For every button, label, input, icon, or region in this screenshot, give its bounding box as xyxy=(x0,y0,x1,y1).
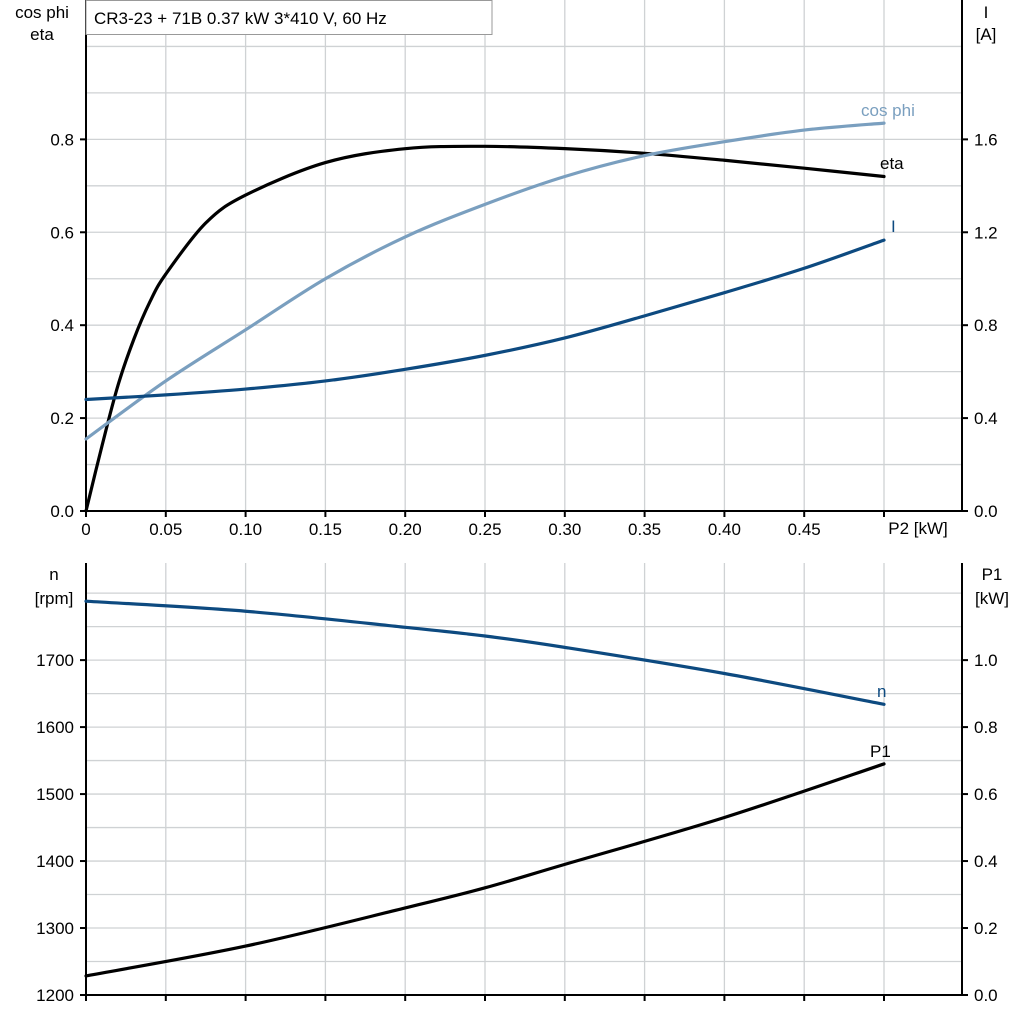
left-axis-label-bottom-1: n xyxy=(49,565,58,584)
series-label-i: I xyxy=(891,217,896,236)
x-tick-label: 0.15 xyxy=(309,520,342,539)
y-tick-label-left: 1300 xyxy=(36,919,74,938)
curves xyxy=(84,121,886,978)
left-axis-label-top-1: cos phi xyxy=(15,3,69,22)
right-axis-label-bottom-2: [kW] xyxy=(975,589,1009,608)
curve-cos-phi xyxy=(84,121,886,441)
y-tick-label-right: 0.0 xyxy=(974,502,998,521)
y-tick-label-right: 0.2 xyxy=(974,919,998,938)
y-tick-label-right: 1.2 xyxy=(974,223,998,242)
curve-p1 xyxy=(84,762,886,978)
tick-labels: 0.0 0.2 0.4 0.6 0.8 0.0 0.4 0.8 1.2 1.6 0 0.05 0.10 0… xyxy=(36,130,997,1005)
x-tick-label: 0.45 xyxy=(788,520,821,539)
grid-bottom xyxy=(80,563,968,1001)
left-axis-label-bottom-2: [rpm] xyxy=(35,589,74,608)
y-tick-label-right: 0.4 xyxy=(974,852,998,871)
right-axis-label-top-1: I xyxy=(984,3,989,22)
y-tick-label-left: 1400 xyxy=(36,852,74,871)
y-tick-label-left: 0.4 xyxy=(50,316,74,335)
y-tick-label-left: 1200 xyxy=(36,986,74,1005)
chart-title: CR3-23 + 71B 0.37 kW 3*410 V, 60 Hz xyxy=(94,9,387,28)
series-label-eta: eta xyxy=(880,154,904,173)
y-tick-label-left: 1500 xyxy=(36,785,74,804)
curve-i xyxy=(84,238,886,402)
y-tick-label-right: 0.8 xyxy=(974,718,998,737)
y-tick-label-right: 1.0 xyxy=(974,651,998,670)
grid-top xyxy=(80,0,968,517)
x-tick-label: 0.10 xyxy=(229,520,262,539)
y-tick-label-left: 0.2 xyxy=(50,409,74,428)
y-tick-label-right: 0.4 xyxy=(974,409,998,428)
x-axis-label: P2 [kW] xyxy=(888,519,948,538)
y-tick-label-left: 1700 xyxy=(36,651,74,670)
y-tick-label-right: 0.6 xyxy=(974,785,998,804)
series-label-n: n xyxy=(877,682,886,701)
y-tick-label-left: 0.0 xyxy=(50,502,74,521)
left-axis-label-top-2: eta xyxy=(30,25,54,44)
right-axis-label-top-2: [A] xyxy=(976,25,997,44)
curve-n xyxy=(84,599,886,706)
series-label-p1: P1 xyxy=(870,742,891,761)
series-label-cos-phi: cos phi xyxy=(861,101,915,120)
y-tick-label-left: 1600 xyxy=(36,718,74,737)
y-tick-label-left: 0.8 xyxy=(50,130,74,149)
y-tick-label-right: 0.0 xyxy=(974,986,998,1005)
y-tick-label-right: 0.8 xyxy=(974,316,998,335)
x-tick-label: 0.30 xyxy=(548,520,581,539)
title-box xyxy=(85,0,493,35)
x-tick-label: 0.40 xyxy=(708,520,741,539)
x-tick-label: 0.35 xyxy=(628,520,661,539)
y-tick-label-right: 1.6 xyxy=(974,130,998,149)
x-tick-label: 0 xyxy=(81,520,90,539)
x-tick-label: 0.20 xyxy=(389,520,422,539)
curve-eta xyxy=(84,144,886,513)
y-tick-label-left: 0.6 xyxy=(50,223,74,242)
right-axis-label-bottom-1: P1 xyxy=(982,565,1003,584)
x-tick-label: 0.05 xyxy=(149,520,182,539)
x-tick-label: 0.25 xyxy=(468,520,501,539)
